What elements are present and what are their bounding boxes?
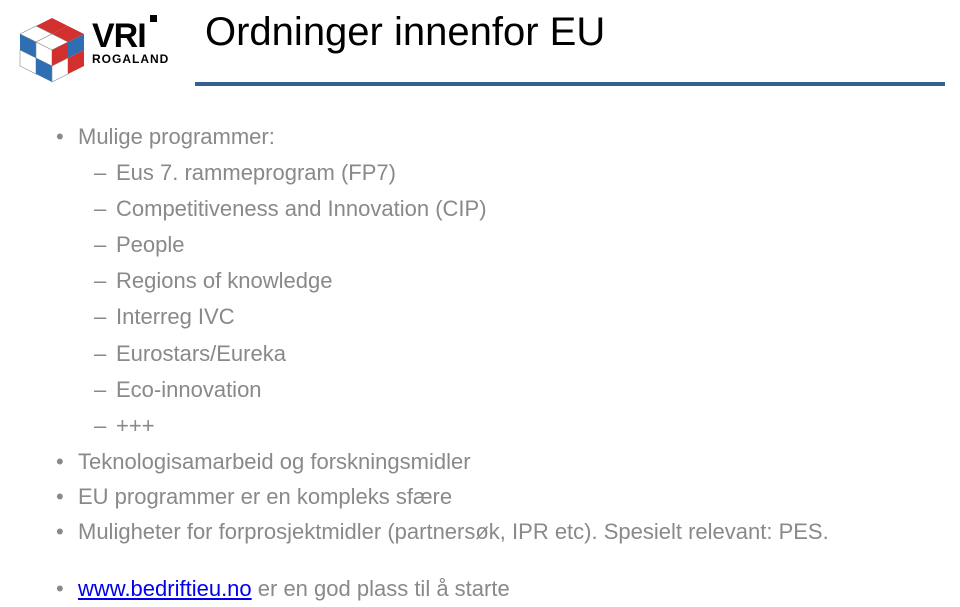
bullet-intro-text: Mulige programmer:	[78, 124, 275, 149]
bullet: Teknologisamarbeid og forskningsmidler	[50, 445, 910, 479]
sub-bullet-text: Interreg IVC	[116, 304, 235, 329]
bullet-text: Teknologisamarbeid og forskningsmidler	[78, 449, 471, 474]
slide-body: Mulige programmer: Eus 7. rammeprogram (…	[50, 120, 910, 607]
sub-bullet: Eco-innovation	[78, 373, 910, 407]
sub-bullet-text: Eco-innovation	[116, 377, 262, 402]
sub-bullet: People	[78, 228, 910, 262]
slide: VRI ROGALAND Ordninger innenfor EU Mulig…	[0, 0, 960, 588]
logo-brand-text: VRI	[92, 17, 146, 55]
sub-bullet-text: Eurostars/Eureka	[116, 341, 286, 366]
bullet-text: EU programmer er en kompleks sfære	[78, 484, 452, 509]
link-tail-text: er en god plass til å starte	[252, 576, 510, 601]
sub-bullet-text: People	[116, 232, 185, 257]
sub-bullet-text: Competitiveness and Innovation (CIP)	[116, 196, 487, 221]
sub-bullet: Competitiveness and Innovation (CIP)	[78, 192, 910, 226]
vri-rogaland-logo: VRI ROGALAND	[12, 10, 177, 85]
sub-bullet: +++	[78, 409, 910, 443]
sub-bullet: Interreg IVC	[78, 300, 910, 334]
sub-bullet: Eus 7. rammeprogram (FP7)	[78, 156, 910, 190]
bullet-link: www.bedriftieu.no er en god plass til å …	[50, 572, 910, 606]
sub-bullet: Eurostars/Eureka	[78, 337, 910, 371]
bullet: Muligheter for forprosjektmidler (partne…	[50, 515, 910, 549]
sub-bullet-text: Regions of knowledge	[116, 268, 332, 293]
sub-bullet-text: +++	[116, 413, 155, 438]
logo-subbrand-text: ROGALAND	[92, 52, 169, 66]
sub-bullet: Regions of knowledge	[78, 264, 910, 298]
sub-bullet-text: Eus 7. rammeprogram (FP7)	[116, 160, 396, 185]
bullet-text: Muligheter for forprosjektmidler (partne…	[78, 519, 829, 544]
bullet-intro: Mulige programmer: Eus 7. rammeprogram (…	[50, 120, 910, 443]
slide-title: Ordninger innenfor EU	[205, 10, 605, 55]
bullet: EU programmer er en kompleks sfære	[50, 480, 910, 514]
bedriftieu-link[interactable]: www.bedriftieu.no	[78, 576, 252, 601]
title-underline	[195, 82, 945, 86]
